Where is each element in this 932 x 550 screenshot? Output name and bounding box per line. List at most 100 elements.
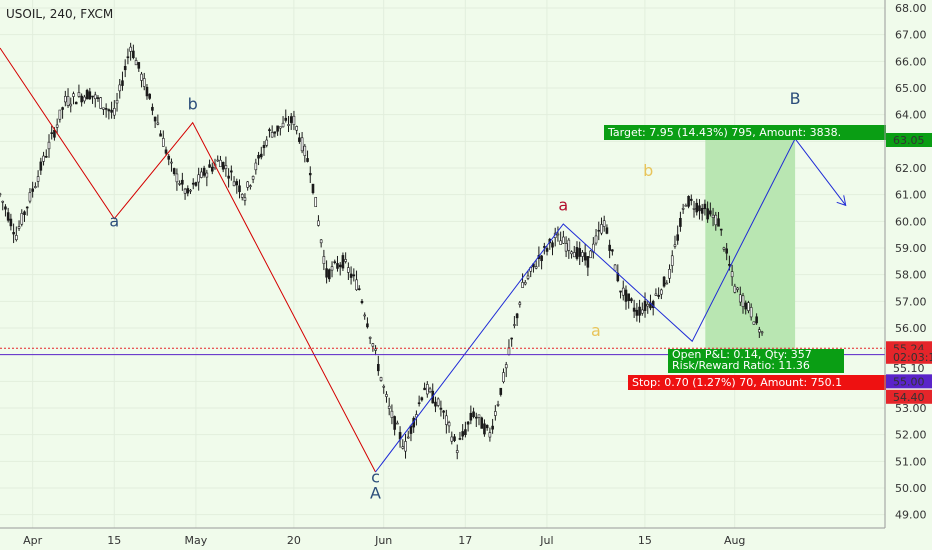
candle-body	[619, 290, 622, 293]
candle-body	[417, 402, 421, 405]
candle-body	[230, 170, 233, 173]
candle-body	[692, 208, 696, 210]
candle-body	[129, 46, 132, 52]
candle-body	[216, 159, 220, 162]
position-boxes[interactable]: Target: 7.95 (14.43%) 795, Amount: 3838.…	[604, 125, 886, 390]
risk-reward-box-text: Risk/Reward Ratio: 11.36	[672, 359, 810, 372]
price-tag-label: 63.05	[893, 134, 925, 147]
target-zone-fill	[705, 140, 796, 352]
candle-body	[665, 282, 669, 285]
wave-label: b	[643, 161, 653, 180]
price-tag-label: 02:03:1	[893, 351, 932, 364]
stop-box-bg	[628, 375, 886, 390]
candle-body	[393, 416, 396, 430]
candle-body	[281, 122, 285, 128]
open-pl-box-text: Open P&L: 0.14, Qty: 357	[672, 348, 812, 361]
candle-body	[164, 149, 168, 154]
candle-body	[406, 436, 410, 439]
y-tick-label: 56.00	[895, 322, 927, 335]
candle-body	[730, 271, 734, 278]
candle-body	[363, 314, 366, 317]
candle-body	[428, 388, 432, 393]
y-tick-label: 66.00	[895, 55, 927, 68]
candle-body	[85, 90, 89, 100]
candle-body	[91, 95, 94, 98]
candle-body	[31, 188, 34, 192]
candle-body	[668, 269, 671, 279]
wave-lines	[0, 47, 847, 473]
target-box-text: Target: 7.95 (14.43%) 795, Amount: 3838.	[607, 126, 841, 139]
candle-body	[134, 60, 138, 66]
candle-body	[25, 206, 29, 209]
stop-box: Stop: 0.70 (1.27%) 70, Amount: 750.1	[628, 375, 886, 390]
candle-body	[447, 422, 451, 427]
price-tag-bg	[886, 133, 932, 147]
candle-body	[700, 208, 704, 214]
candle-body	[74, 101, 78, 105]
candle-body	[39, 161, 43, 171]
candle-body	[238, 185, 241, 193]
candle-body	[404, 441, 407, 452]
candle-body	[439, 407, 443, 410]
y-tick-label: 49.00	[895, 509, 927, 522]
candle-body	[695, 202, 699, 213]
candle-body	[153, 116, 157, 122]
candle-body	[504, 364, 508, 369]
candle-body	[480, 417, 484, 429]
candle-body	[703, 203, 707, 210]
candle-body	[347, 267, 350, 273]
x-tick-label: Apr	[23, 534, 43, 547]
x-axis[interactable]: Apr 15 May 20 Jun 17 Jul 15 Aug	[0, 527, 885, 547]
candle-body	[210, 166, 214, 172]
candle-body	[455, 450, 459, 453]
candle-body	[191, 182, 195, 185]
candle-body	[676, 234, 679, 241]
y-tick-label: 57.00	[895, 295, 927, 308]
y-axis[interactable]: 68.0067.0066.0065.0064.0063.0062.0061.00…	[884, 0, 932, 528]
candle-body	[722, 247, 726, 250]
candle-body	[200, 171, 203, 178]
candle-body	[638, 306, 641, 316]
candle-body	[733, 285, 737, 293]
candle-body	[477, 414, 481, 418]
candle-body	[311, 183, 315, 194]
candle-body	[276, 125, 279, 132]
candle-body	[744, 302, 748, 310]
candle-body	[570, 251, 573, 255]
candle-body	[224, 165, 228, 169]
candle-body	[390, 410, 394, 418]
candle-body	[371, 343, 375, 347]
wave-label: a	[109, 212, 119, 231]
candle-body	[132, 50, 135, 59]
candle-body	[747, 302, 750, 311]
candle-body	[518, 302, 522, 305]
candle-body	[118, 84, 122, 92]
candle-body	[88, 91, 92, 100]
candle-body	[632, 307, 636, 312]
candle-body	[232, 181, 236, 187]
candle-body	[711, 214, 715, 218]
candle-body	[36, 176, 40, 182]
candle-body	[156, 122, 160, 125]
candle-body	[646, 303, 650, 307]
candle-body	[338, 264, 342, 268]
candle-body	[9, 218, 13, 227]
candle-body	[80, 95, 83, 103]
candle-body	[344, 259, 347, 262]
risk-reward-box: Risk/Reward Ratio: 11.36	[668, 359, 844, 373]
candle-body	[273, 131, 277, 134]
candle-body	[121, 80, 124, 86]
candle-body	[485, 424, 489, 429]
candle-body	[355, 279, 358, 291]
candle-body	[330, 266, 334, 271]
candle-body	[50, 132, 54, 134]
candle-body	[515, 313, 519, 319]
y-tick-label: 50.00	[895, 482, 927, 495]
candle-body	[352, 274, 356, 277]
candle-body	[142, 78, 146, 87]
candle-body	[572, 252, 576, 258]
candle-body	[341, 255, 345, 269]
target-zone	[705, 140, 796, 352]
wave-label: a	[558, 196, 568, 215]
